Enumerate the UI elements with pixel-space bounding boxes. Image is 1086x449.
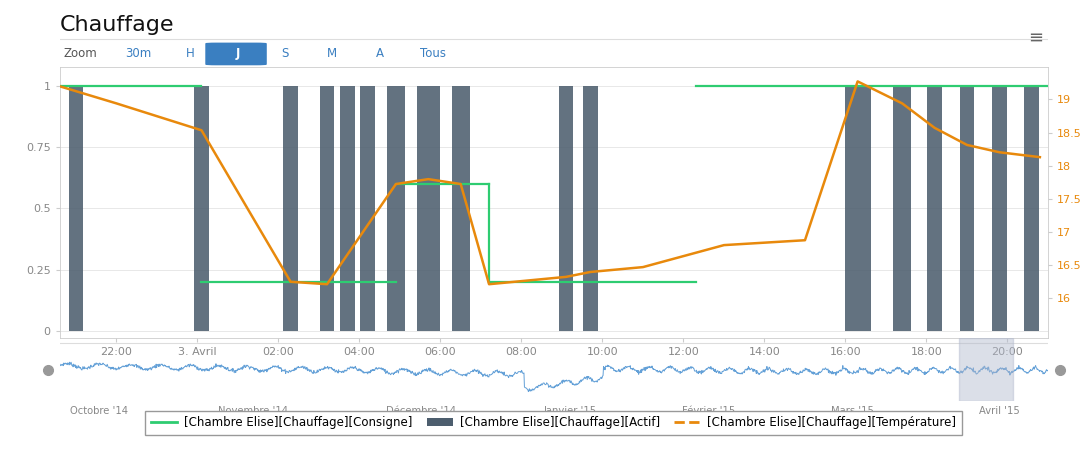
Bar (960, 86, 974, 330)
Bar (993, 86, 1007, 330)
Bar (194, 86, 209, 330)
FancyBboxPatch shape (206, 43, 266, 65)
Bar (583, 86, 597, 330)
Bar (283, 86, 298, 330)
Bar (417, 86, 440, 330)
Text: Janvier '15: Janvier '15 (544, 406, 597, 416)
Text: Chauffage: Chauffage (60, 14, 174, 35)
Text: S: S (281, 48, 289, 61)
Text: H: H (186, 48, 194, 61)
Bar (1024, 86, 1039, 330)
Text: M: M (327, 48, 338, 61)
Text: ≡: ≡ (1028, 28, 1043, 46)
Text: Février '15: Février '15 (682, 406, 735, 416)
Text: Avril '15: Avril '15 (978, 406, 1020, 416)
Text: A: A (376, 48, 383, 61)
Text: Octobre '14: Octobre '14 (70, 406, 128, 416)
Text: Tous: Tous (420, 48, 446, 61)
Bar (959, 338, 1013, 401)
Bar (894, 86, 911, 330)
Text: 30m: 30m (125, 48, 151, 61)
Bar (361, 86, 375, 330)
Text: J: J (236, 48, 240, 61)
Bar (845, 86, 871, 330)
Bar (927, 86, 942, 330)
Text: Zoom: Zoom (64, 48, 98, 61)
Bar (340, 86, 355, 330)
Bar (319, 86, 334, 330)
Legend: [Chambre Elise][Chauffage][Consigne], [Chambre Elise][Chauffage][Actif], [Chambr: [Chambre Elise][Chauffage][Consigne], [C… (146, 410, 962, 436)
Text: Mars '15: Mars '15 (831, 406, 873, 416)
Bar (558, 86, 573, 330)
Text: Décembre '14: Décembre '14 (386, 406, 456, 416)
Bar (68, 86, 84, 330)
Bar (387, 86, 405, 330)
Bar (452, 86, 469, 330)
Text: Novembre '14: Novembre '14 (218, 406, 288, 416)
